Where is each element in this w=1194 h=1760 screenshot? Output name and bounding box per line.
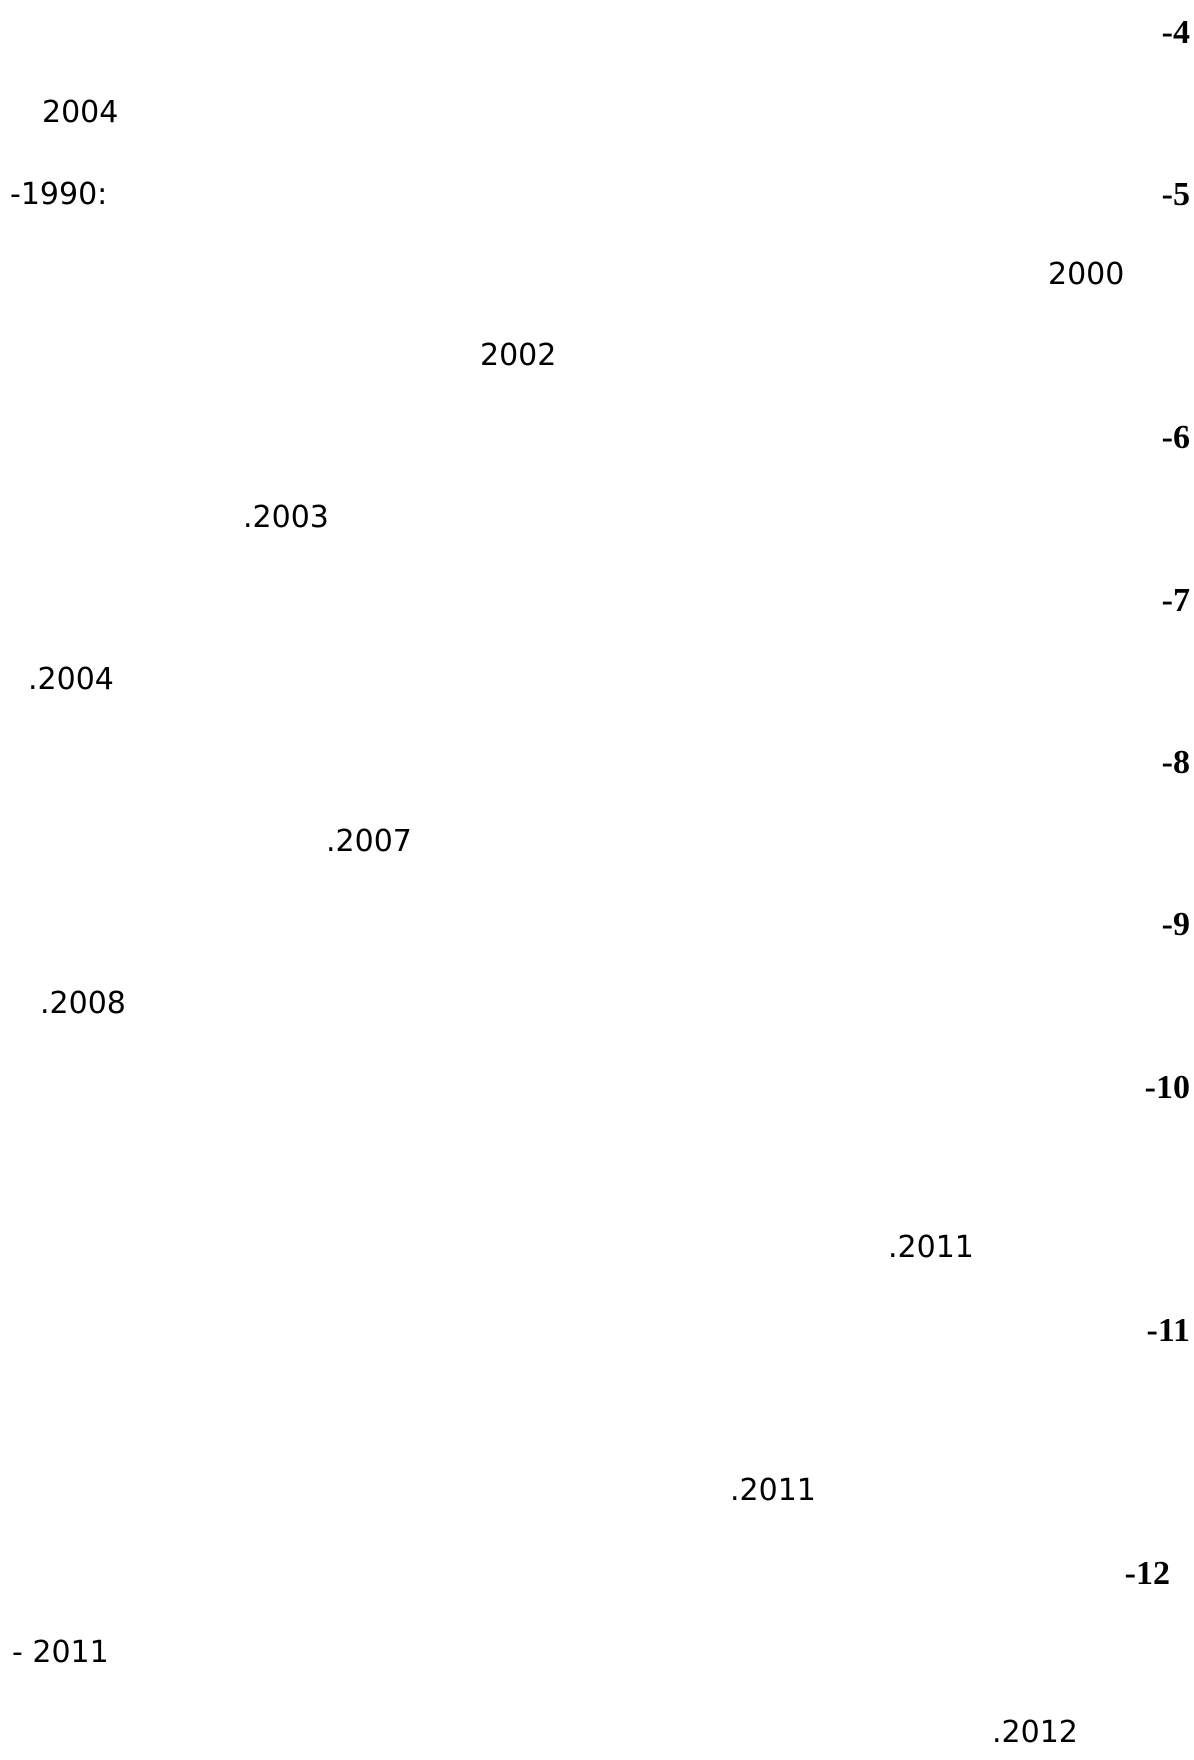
reference-text: 2004 xyxy=(42,95,119,130)
reference-number: -9 xyxy=(1161,906,1190,943)
reference-text: .2012 xyxy=(992,1715,1078,1750)
reference-number: -8 xyxy=(1161,744,1190,781)
reference-text: - 2011 xyxy=(12,1635,109,1670)
reference-text: -1990: xyxy=(10,177,108,212)
reference-text: .2011 xyxy=(730,1473,816,1508)
reference-number: -12 xyxy=(1124,1555,1170,1592)
reference-text: .2007 xyxy=(326,824,412,859)
reference-text: 2002 xyxy=(480,338,557,373)
reference-number: -11 xyxy=(1146,1312,1190,1349)
reference-number: -10 xyxy=(1144,1069,1190,1106)
reference-number: -4 xyxy=(1161,14,1190,51)
reference-text: 2000 xyxy=(1048,257,1125,292)
reference-text: .2004 xyxy=(28,662,114,697)
reference-text: .2008 xyxy=(40,986,126,1021)
reference-text: .2003 xyxy=(243,500,329,535)
reference-text: .2011 xyxy=(888,1230,974,1265)
reference-number: -6 xyxy=(1161,419,1190,456)
reference-number: -7 xyxy=(1161,582,1190,619)
reference-number: -5 xyxy=(1161,176,1190,213)
